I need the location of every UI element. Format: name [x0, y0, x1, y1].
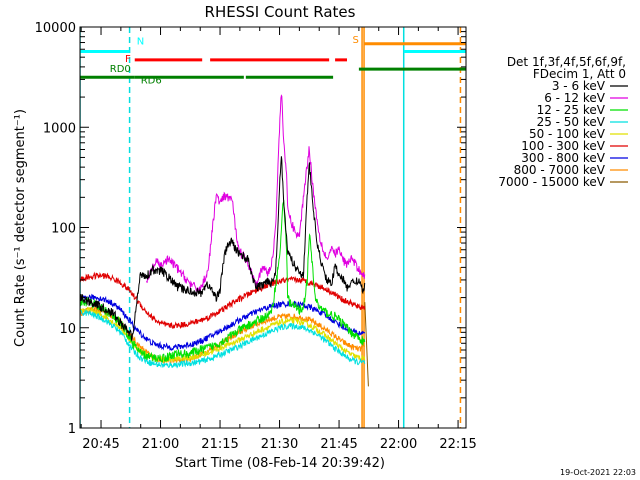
y-tick-label-1: 1 [68, 422, 76, 437]
plot-frame [79, 26, 467, 429]
flag-label-1: N [137, 36, 144, 47]
legend-label-9: 7000 - 15000 keV [498, 175, 605, 189]
y-tick-label-4: 1000 [43, 121, 76, 136]
x-tick-label-2: 21:00 [142, 437, 179, 452]
x-tick-label-4: 21:30 [261, 437, 298, 452]
legend-label-6: 100 - 300 keV [521, 139, 605, 153]
x-tick-label-3: 21:15 [201, 437, 238, 452]
legend: Det 1f,3f,4f,5f,6f,9f, FDecim 1, Att 0 3… [498, 55, 628, 189]
x-tick-label-7: 22:15 [439, 437, 476, 452]
series-line-4 [80, 308, 366, 369]
data-layer [80, 27, 466, 428]
legend-label-5: 50 - 100 keV [529, 127, 606, 141]
flag-label-4: RD0 [110, 64, 131, 75]
series-line-9 [364, 302, 369, 387]
x-tick-label-1: 20:45 [82, 437, 119, 452]
footer-timestamp: 19-Oct-2021 22:03 [560, 468, 636, 477]
axes: 20:45 21:00 21:15 21:30 21:45 22:00 22:15 1 10 10… [35, 21, 477, 452]
legend-header-line-2: FDecim 1, Att 0 [533, 67, 626, 81]
series-line-7 [80, 293, 366, 351]
legend-label-2: 6 - 12 keV [544, 91, 606, 105]
flag-label-2: S [353, 35, 359, 46]
x-tick-label-6: 22:00 [380, 437, 417, 452]
legend-label-7: 300 - 800 keV [521, 151, 605, 165]
y-tick-label-3: 100 [51, 222, 76, 237]
series-line-2 [146, 94, 366, 293]
chart-title: RHESSI Count Rates [205, 3, 356, 21]
legend-label-4: 25 - 50 keV [537, 115, 606, 129]
legend-label-3: 12 - 25 keV [537, 103, 606, 117]
y-tick-label-5: 10000 [35, 21, 76, 36]
series-line-3 [80, 199, 366, 364]
flag-label-5: RD6 [141, 75, 162, 86]
x-tick-label-5: 21:45 [320, 437, 357, 452]
series-line-6 [80, 271, 366, 330]
y-axis-label: Count Rate (s⁻¹ detector segment⁻¹) [13, 109, 28, 347]
legend-header-line-1: Det 1f,3f,4f,5f,6f,9f, [507, 55, 626, 69]
flag-label-3: F [125, 54, 131, 65]
legend-label-8: 800 - 7000 keV [514, 163, 606, 177]
y-tick-label-2: 10 [59, 322, 76, 337]
legend-label-1: 3 - 6 keV [552, 79, 606, 93]
series-line-1 [80, 156, 366, 341]
x-axis-label: Start Time (08-Feb-14 20:39:42) [175, 456, 385, 471]
